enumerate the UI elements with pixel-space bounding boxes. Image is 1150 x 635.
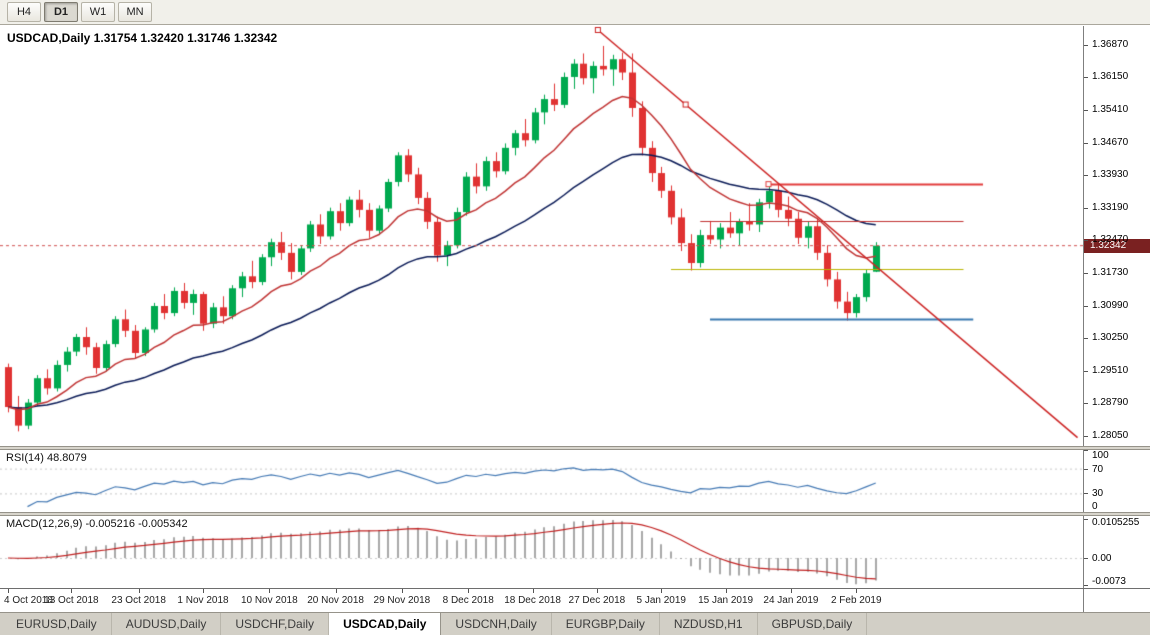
- date-axis-tick: [269, 589, 270, 593]
- timeframe-button-H4[interactable]: H4: [7, 2, 41, 22]
- chart-tab-nzdusd-h1[interactable]: NZDUSD,H1: [660, 613, 758, 635]
- price-axis-label: 1.35410: [1092, 103, 1129, 115]
- rsi-axis-tick: [1084, 450, 1088, 451]
- price-axis-label: 1.36150: [1092, 70, 1129, 82]
- date-axis-label: 1 Nov 2018: [177, 595, 229, 606]
- chart-tab-gbpusd-daily[interactable]: GBPUSD,Daily: [758, 613, 868, 635]
- price-axis-label: 1.34670: [1092, 136, 1129, 148]
- date-axis-label: 10 Nov 2018: [240, 595, 298, 606]
- price-axis-tick: [1084, 403, 1088, 404]
- price-axis-label: 1.31730: [1092, 266, 1129, 278]
- price-axis-tick: [1084, 143, 1088, 144]
- price-axis-tick: [1084, 240, 1088, 241]
- price-axis-label: 1.33930: [1092, 169, 1129, 181]
- price-axis-tick: [1084, 338, 1088, 339]
- price-axis-label: 1.30990: [1092, 299, 1129, 311]
- price-axis-tick: [1084, 371, 1088, 372]
- date-axis-tick: [71, 589, 72, 593]
- rsi-axis-label: 0: [1092, 501, 1098, 512]
- rsi-indicator-label: RSI(14) 48.8079: [6, 452, 87, 464]
- rsi-axis-tick: [1084, 493, 1088, 494]
- chart-tab-eurusd-daily[interactable]: EURUSD,Daily: [2, 613, 112, 635]
- price-axis-label: 1.32470: [1092, 233, 1129, 245]
- macd-axis-label: 0.00: [1092, 553, 1112, 564]
- date-axis-tick: [139, 589, 140, 593]
- macd-axis-tick: [1084, 519, 1088, 520]
- date-axis-tick: [402, 589, 403, 593]
- date-axis-tick: [336, 589, 337, 593]
- chart-tabs: EURUSD,Daily AUDUSD,Daily USDCHF,Daily USDC…: [0, 612, 1150, 635]
- current-price-marker: 1.32342: [1084, 238, 1150, 253]
- timeframe-toolbar: H4 D1 W1 MN: [0, 0, 1150, 25]
- macd-axis-label: -0.0073: [1092, 576, 1126, 587]
- price-axis-tick: [1084, 110, 1088, 111]
- date-axis-label: 24 Jan 2019: [763, 595, 819, 606]
- main-chart-canvas[interactable]: [0, 26, 1083, 446]
- chart-tab-eurgbp-daily[interactable]: EURGBP,Daily: [552, 613, 660, 635]
- date-axis-tick: [726, 589, 727, 593]
- rsi-axis-label: 30: [1092, 488, 1104, 500]
- macd-axis-tick: [1084, 558, 1088, 559]
- date-axis-tick: [597, 589, 598, 593]
- date-axis-tick: [791, 589, 792, 593]
- date-axis-label: 27 Dec 2018: [568, 595, 626, 606]
- price-axis-tick: [1084, 175, 1088, 176]
- chart-tab-audusd-daily[interactable]: AUDUSD,Daily: [112, 613, 222, 635]
- macd-panel-canvas[interactable]: [0, 516, 1083, 588]
- date-axis-label: 8 Dec 2018: [442, 595, 494, 606]
- date-axis-label: 5 Jan 2019: [636, 595, 687, 606]
- price-axis-tick: [1084, 45, 1088, 46]
- price-axis-label: 1.28050: [1092, 429, 1129, 441]
- date-axis-tick: [533, 589, 534, 593]
- date-axis-label: 18 Dec 2018: [504, 595, 561, 606]
- price-axis-label: 1.33190: [1092, 202, 1129, 214]
- macd-axis-tick: [1084, 585, 1088, 586]
- timeframe-button-MN[interactable]: MN: [118, 2, 152, 22]
- date-axis-tick: [8, 589, 9, 593]
- date-axis-label: 13 Oct 2018: [44, 595, 99, 606]
- price-axis[interactable]: 1.32342 1.36870 1.36150 1.35410 1.34670 1.33…: [1083, 26, 1150, 446]
- date-axis-label: 29 Nov 2018: [373, 595, 431, 606]
- date-axis-label: 15 Jan 2019: [698, 595, 754, 606]
- price-axis-tick: [1084, 306, 1088, 307]
- rsi-axis-label: 100: [1092, 450, 1109, 461]
- price-axis-label: 1.29510: [1092, 365, 1129, 377]
- price-axis-tick: [1084, 273, 1088, 274]
- chart-tab-usdcad-daily[interactable]: USDCAD,Daily: [329, 613, 442, 635]
- date-axis-tick: [856, 589, 857, 593]
- date-axis-label: 20 Nov 2018: [307, 595, 364, 606]
- date-axis-tick: [468, 589, 469, 593]
- rsi-axis[interactable]: 100 70 30 0: [1083, 450, 1150, 513]
- date-axis[interactable]: 4 Oct 2018 13 Oct 2018 23 Oct 2018 1 Nov 20…: [0, 588, 1150, 612]
- macd-axis-label: 0.0105255: [1092, 517, 1140, 528]
- rsi-panel-canvas[interactable]: [0, 450, 1083, 512]
- panel-splitter-macd[interactable]: [0, 512, 1150, 516]
- chart-title: USDCAD,Daily 1.31754 1.32420 1.31746 1.3…: [7, 31, 278, 45]
- price-axis-tick: [1084, 77, 1088, 78]
- timeframe-button-W1[interactable]: W1: [81, 2, 115, 22]
- macd-axis[interactable]: 0.0105255 0.00 -0.0073: [1083, 516, 1150, 588]
- price-axis-label: 1.28790: [1092, 397, 1129, 409]
- date-axis-label: 4 Oct 2018: [4, 595, 53, 606]
- chart-tab-usdcnh-daily[interactable]: USDCNH,Daily: [441, 613, 552, 635]
- chart-tab-usdchf-daily[interactable]: USDCHF,Daily: [221, 613, 330, 635]
- date-axis-tick: [661, 589, 662, 593]
- price-axis-label: 1.36870: [1092, 39, 1129, 51]
- price-axis-tick: [1084, 208, 1088, 209]
- timeframe-button-D1[interactable]: D1: [44, 2, 78, 22]
- axis-corner-line: [1083, 589, 1084, 612]
- date-axis-tick: [203, 589, 204, 593]
- rsi-axis-label: 70: [1092, 463, 1104, 475]
- date-axis-label: 2 Feb 2019: [830, 595, 882, 606]
- panel-splitter-rsi[interactable]: [0, 446, 1150, 450]
- rsi-axis-tick: [1084, 469, 1088, 470]
- macd-indicator-label: MACD(12,26,9) -0.005216 -0.005342: [6, 518, 188, 530]
- price-axis-tick: [1084, 436, 1088, 437]
- price-axis-label: 1.30250: [1092, 332, 1129, 344]
- date-axis-label: 23 Oct 2018: [111, 595, 166, 606]
